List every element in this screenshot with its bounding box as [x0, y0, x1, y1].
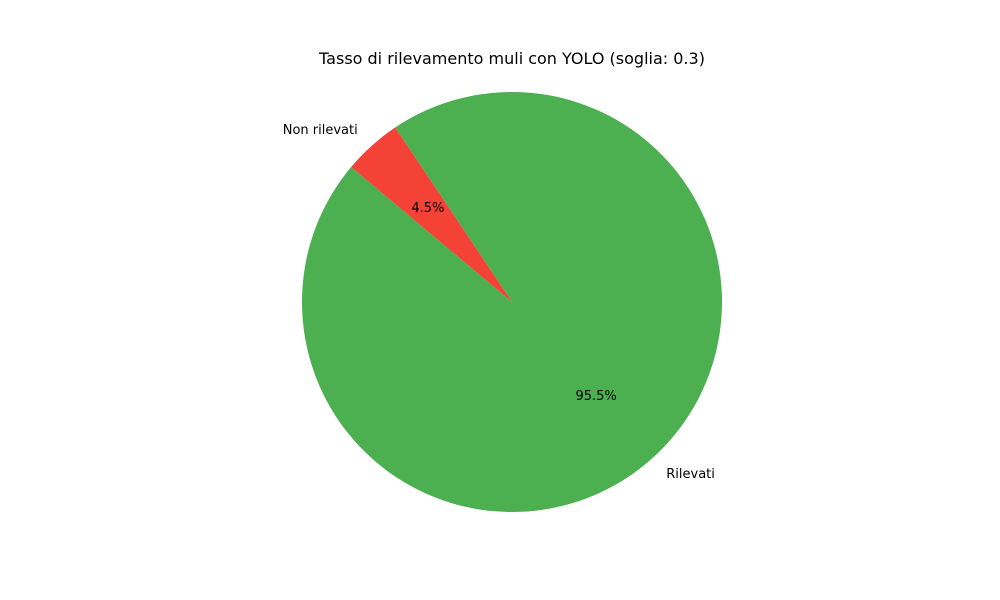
slice-percent-label: 95.5%: [575, 389, 616, 404]
pie-slice-non-rilevati: [351, 127, 512, 303]
slice-percent-label: 4.5%: [411, 201, 444, 216]
slice-label: Non rilevati: [283, 123, 358, 138]
pie-slices: [302, 91, 722, 513]
pie-labels: Rilevati 95.5% Non rilevati 4.5%: [283, 123, 715, 482]
chart-title: Tasso di rilevamento muli con YOLO (sogl…: [318, 49, 705, 68]
slice-label: Rilevati: [666, 467, 715, 482]
